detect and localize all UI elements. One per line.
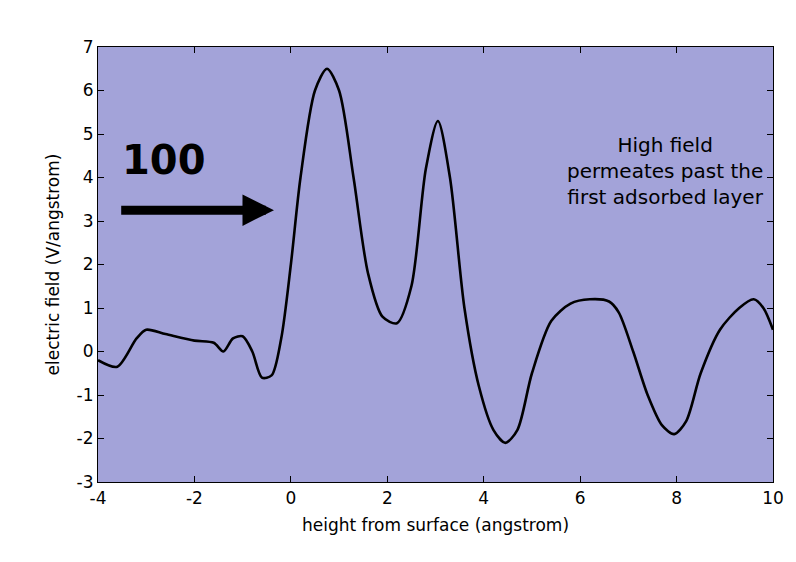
svg-text:High fieldpermeates past thefi: High fieldpermeates past thefirst adsorb… [567,133,764,209]
svg-text:0: 0 [285,488,296,508]
svg-text:6: 6 [575,488,586,508]
svg-text:4: 4 [478,488,489,508]
svg-text:2: 2 [382,488,393,508]
svg-text:5: 5 [83,124,94,144]
svg-text:100: 100 [122,137,206,183]
svg-text:-4: -4 [90,488,107,508]
svg-text:3: 3 [83,211,94,231]
svg-text:6: 6 [83,80,94,100]
svg-text:-3: -3 [77,472,94,492]
svg-text:7: 7 [83,37,94,57]
svg-text:4: 4 [83,167,94,187]
svg-text:electric field (V/angstrom): electric field (V/angstrom) [43,154,63,376]
svg-text:height from surface (angstrom): height from surface (angstrom) [302,515,569,535]
svg-text:-1: -1 [77,385,94,405]
svg-text:8: 8 [671,488,682,508]
svg-text:-2: -2 [77,428,94,448]
svg-text:0: 0 [83,341,94,361]
svg-text:-2: -2 [186,488,203,508]
svg-text:10: 10 [762,488,784,508]
svg-text:2: 2 [83,254,94,274]
svg-text:1: 1 [83,298,94,318]
